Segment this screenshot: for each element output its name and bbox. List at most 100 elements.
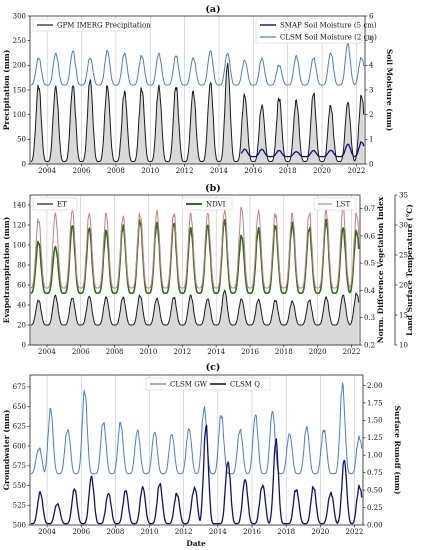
- x-tick-label: 2022: [347, 167, 365, 175]
- y-tick-label: 40: [17, 301, 26, 309]
- y-tick-label: 100: [13, 111, 26, 119]
- y-tick-label: 80: [17, 261, 26, 269]
- x-tick-label: 2004: [38, 528, 56, 536]
- panel-a-x-ticks: 2004 2006 2008 2010 2012 2014 2016 2018 2020 2022: [38, 164, 365, 175]
- y-tick-label-right: 0.3: [364, 314, 375, 322]
- x-tick-label: 2008: [106, 528, 124, 536]
- y-tick-label: 650: [13, 403, 26, 411]
- panel-a-legend-clsm: CLSM Soil Moisture (2 cm): [280, 34, 377, 42]
- x-tick-label: 2018: [275, 348, 293, 356]
- y-tick-label: 625: [13, 423, 26, 431]
- x-tick-label: 2016: [241, 348, 259, 356]
- y-tick-label-right: 1: [369, 136, 373, 144]
- panel-a-ylabel-right: Soil Moisture (mm): [385, 49, 394, 131]
- x-tick-label: 2014: [207, 348, 225, 356]
- panel-b-ylabel-left: Evapotranspiration (mm): [2, 217, 11, 323]
- panel-b-legend-lst-label: LST: [336, 201, 350, 209]
- y-tick-label-right: 0.2: [364, 341, 375, 349]
- y-tick-label: 200: [13, 62, 26, 70]
- y-tick-label-right: 0.50: [367, 487, 383, 495]
- panel-c-legend-gw-label: CLSM GW: [170, 381, 208, 389]
- y-tick-label-right: 2: [369, 111, 373, 119]
- y-tick-label-right: 1.00: [367, 452, 383, 460]
- y-tick-label: 20: [17, 321, 26, 329]
- y-tick-label-right: 15: [399, 311, 408, 319]
- panel-a-legend-left: GPM IMERG Precipitation: [32, 18, 151, 32]
- panel-b-x-ticks: 2004 2006 2008 2010 2012 2014 2016 2018 2020 2022: [38, 345, 360, 356]
- x-tick-label: 2008: [106, 348, 124, 356]
- panel-b-legend-ndvi-label: NDVI: [206, 201, 226, 209]
- panel-c-ylabel-right: Surface Runoff (mm): [393, 406, 402, 495]
- x-tick-label: 2018: [279, 167, 297, 175]
- panel-b-series: [30, 206, 360, 326]
- panel-b-legend-ndvi: NDVI: [181, 197, 233, 211]
- panel-c-ylabel-left: Groundwater (mm): [2, 410, 11, 491]
- x-tick-label: 2010: [141, 528, 159, 536]
- y-tick-label-right: 0.6: [364, 232, 376, 240]
- y-tick-label: 60: [17, 281, 26, 289]
- y-tick-label-right: 0: [369, 160, 373, 168]
- panel-b-lst-ticks: 10 15 20 25 30 35: [395, 191, 408, 349]
- y-tick-label-right: 5: [369, 37, 373, 45]
- panel-a-legend-precip: GPM IMERG Precipitation: [57, 22, 151, 30]
- y-tick-label: 575: [13, 462, 26, 470]
- y-tick-label-right: 4: [369, 62, 374, 70]
- panel-a-fill-area: [30, 63, 364, 164]
- y-tick-label: 100: [13, 241, 26, 249]
- panel-a-left-ticks: 0 50 100 150 200 250 300: [13, 12, 30, 168]
- series-line-clsm-q: [30, 424, 363, 525]
- y-tick-label: 120: [13, 221, 26, 229]
- x-tick-label: 2016: [243, 528, 261, 536]
- y-tick-label-right: 0.00: [367, 521, 383, 529]
- x-tick-label: 2006: [72, 348, 90, 356]
- panel-a-legend-right: SMAP Soil Moisture (5 cm) CLSM Soil Mois…: [255, 18, 377, 44]
- y-tick-label-right: 3: [369, 86, 373, 94]
- panel-a-title: (a): [205, 4, 220, 15]
- y-tick-label-right: 1.75: [367, 399, 383, 407]
- panel-c-right-ticks: 0.00 0.25 0.50 0.75 1.00 1.25 1.50 1.75 2.00: [363, 382, 383, 529]
- y-tick-label: 150: [13, 86, 26, 94]
- x-tick-label: 2010: [141, 167, 159, 175]
- x-tick-label: 2014: [209, 528, 227, 536]
- panel-c-legend-q-label: CLSM Q: [230, 381, 260, 389]
- series-line-ndvi: [30, 218, 360, 294]
- series-fill-gpm-imerg-precipitation: [30, 63, 364, 164]
- y-tick-label-right: 30: [399, 221, 408, 229]
- series-line-clsm-gw: [30, 382, 363, 475]
- x-tick-label: 2022: [343, 348, 361, 356]
- y-tick-label-right: 20: [399, 281, 408, 289]
- y-tick-label: 250: [13, 37, 26, 45]
- y-tick-label-right: 1.50: [367, 417, 383, 425]
- panel-b-title: (b): [205, 183, 221, 194]
- x-tick-label: 2006: [73, 167, 91, 175]
- x-tick-label: 2014: [210, 167, 228, 175]
- y-tick-label: 675: [13, 383, 26, 391]
- panel-b-legend-lst: LST: [313, 197, 357, 211]
- panel-c-legend: CLSM GW CLSM Q: [145, 377, 271, 391]
- panel-a-ylabel-left: Precipitation (mm): [2, 50, 11, 131]
- y-tick-label: 0: [22, 160, 26, 168]
- series-line-clsm-soil-moisture-2-cm-: [30, 42, 365, 86]
- y-tick-label-right: 0.4: [364, 287, 376, 295]
- y-tick-label: 0: [22, 341, 26, 349]
- x-tick-label: 2020: [311, 528, 329, 536]
- panel-a-series: [30, 42, 365, 162]
- y-tick-label-right: 35: [399, 191, 408, 199]
- series-line-gpm-imerg-precipitation: [30, 62, 365, 162]
- y-tick-label-right: 2.00: [367, 382, 383, 390]
- panel-a-grid: [46, 16, 357, 164]
- x-tick-label: 2012: [173, 348, 191, 356]
- y-tick-label-right: 6: [369, 12, 374, 20]
- x-tick-label: 2020: [309, 348, 327, 356]
- x-tick-label: 2020: [313, 167, 331, 175]
- y-tick-label: 140: [13, 201, 26, 209]
- y-tick-label-right: 10: [399, 341, 408, 349]
- x-tick-label: 2008: [107, 167, 125, 175]
- series-line-smap-soil-moisture-5-cm-: [240, 141, 365, 158]
- panel-c: (c) 500 525 550 575 600 625 650 675 0.00 0.25 0.5…: [2, 362, 402, 548]
- y-tick-label: 50: [17, 136, 26, 144]
- panel-b-legend-et: ET: [32, 197, 78, 211]
